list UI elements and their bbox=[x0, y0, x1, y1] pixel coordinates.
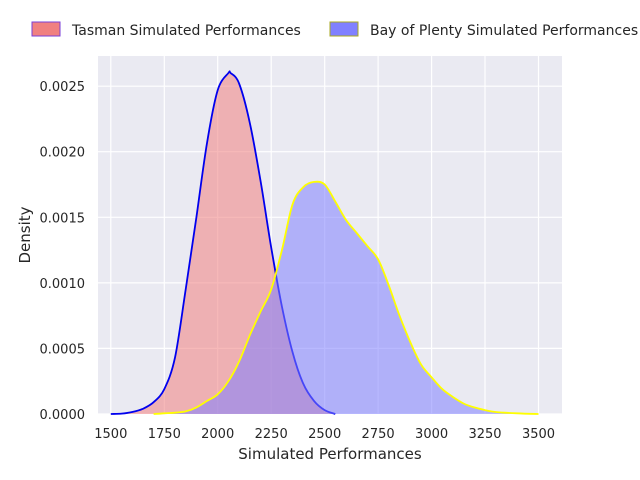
x-tick-label: 2750 bbox=[362, 427, 395, 442]
legend: Tasman Simulated Performances Bay of Ple… bbox=[31, 21, 638, 39]
legend-label-tasman: Tasman Simulated Performances bbox=[71, 23, 301, 39]
y-tick-label: 0.0025 bbox=[40, 80, 86, 95]
y-tick-label: 0.0015 bbox=[40, 211, 86, 226]
density-line-bay-of-plenty bbox=[153, 180, 539, 415]
x-tick-label: 1750 bbox=[148, 427, 181, 442]
x-tick-label: 2250 bbox=[255, 427, 288, 442]
y-tick-label: 0.0000 bbox=[40, 408, 86, 423]
legend-swatch-tasman bbox=[31, 21, 61, 37]
legend-swatch-bay-of-plenty bbox=[329, 21, 359, 37]
x-axis-title: Simulated Performances bbox=[238, 445, 422, 463]
x-tick-label: 3250 bbox=[468, 427, 501, 442]
y-axis-title: Density bbox=[16, 206, 34, 263]
density-area-bay-of-plenty bbox=[153, 181, 539, 414]
x-tick-label: 1500 bbox=[94, 427, 127, 442]
legend-label-bay-of-plenty: Bay of Plenty Simulated Performances bbox=[370, 23, 638, 39]
x-tick-label: 2500 bbox=[308, 427, 341, 442]
x-axis-ticks: 1500 1750 2000 2250 2500 2750 3000 3250 3500 bbox=[94, 427, 555, 442]
x-tick-label: 2000 bbox=[201, 427, 234, 442]
y-axis-ticks: 0.0000 0.0005 0.0010 0.0015 0.0020 0.0025 bbox=[40, 80, 86, 423]
y-tick-label: 0.0005 bbox=[40, 342, 86, 357]
x-tick-label: 3500 bbox=[522, 427, 555, 442]
y-tick-label: 0.0010 bbox=[40, 277, 86, 292]
density-curves bbox=[110, 70, 539, 415]
x-tick-label: 3000 bbox=[415, 427, 448, 442]
y-tick-label: 0.0020 bbox=[40, 146, 86, 161]
